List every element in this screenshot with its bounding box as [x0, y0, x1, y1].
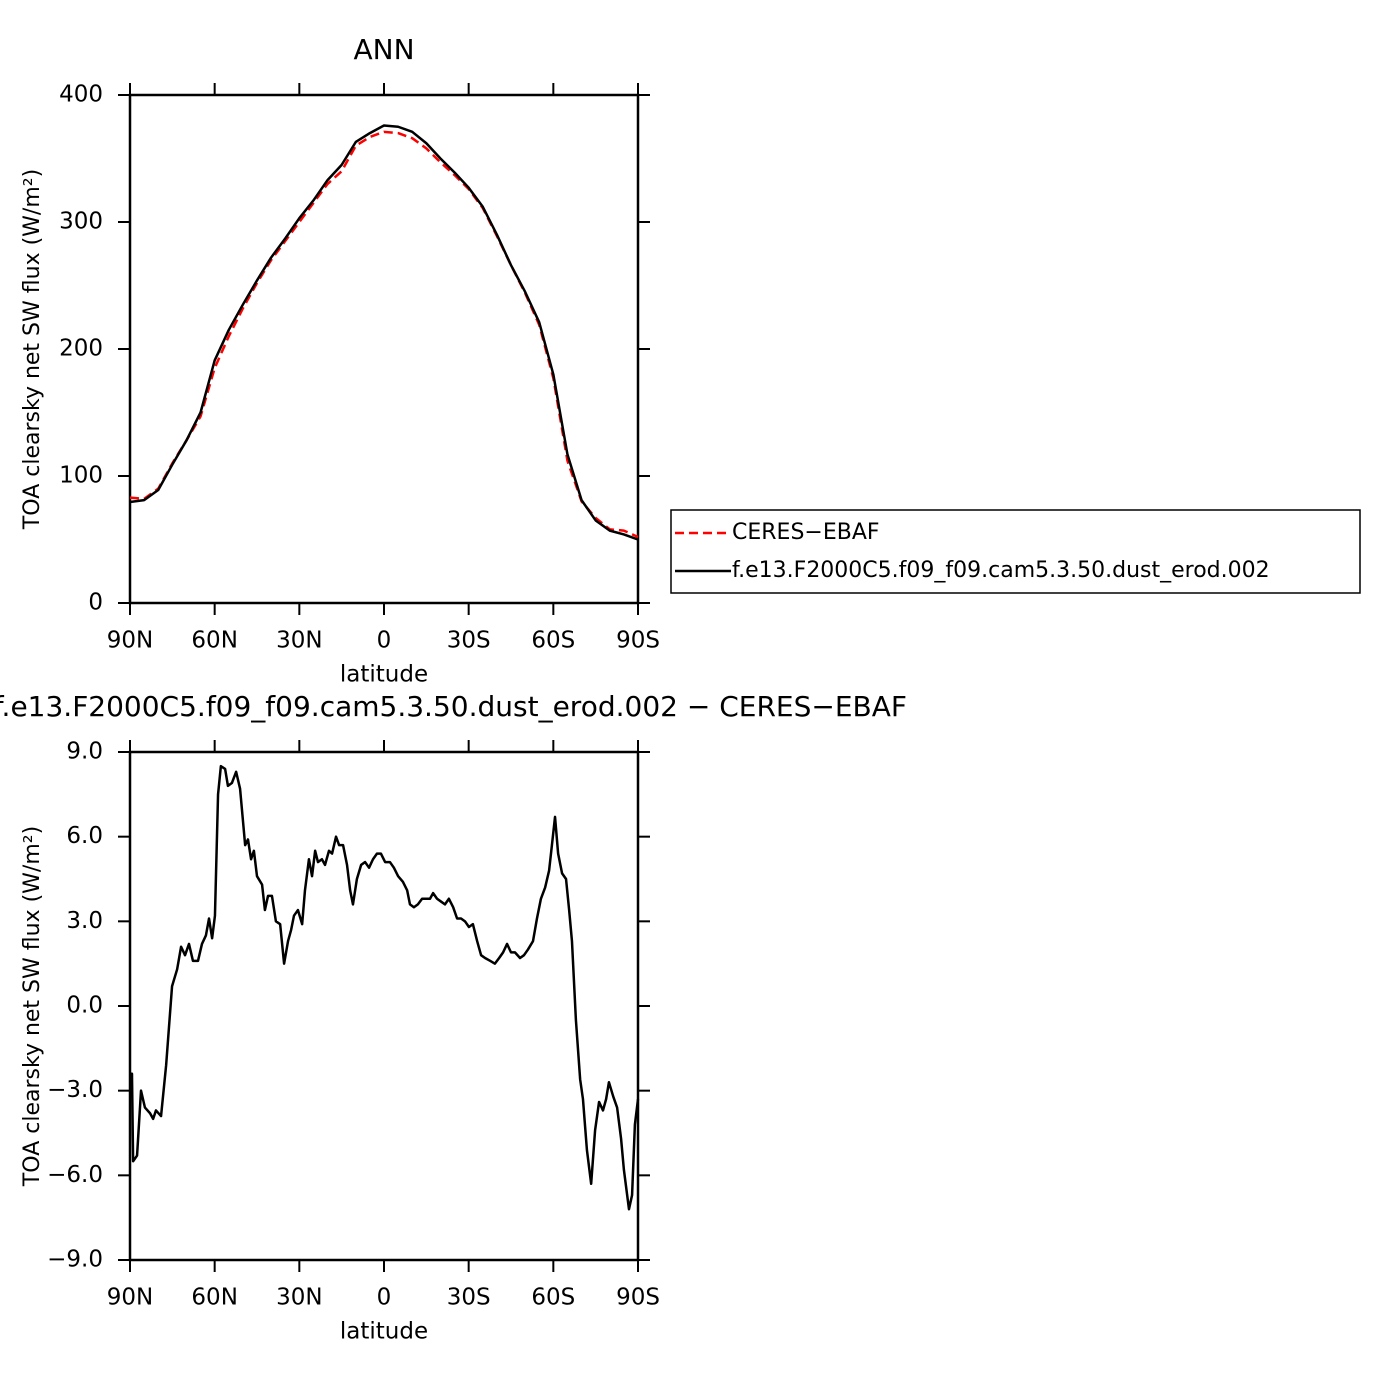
x-axis-label: latitude — [340, 662, 428, 688]
x-tick-label: 90N — [107, 1285, 153, 1311]
x-tick-label: 60S — [531, 1285, 575, 1311]
y-tick-label: 0.0 — [66, 993, 103, 1019]
data-line — [129, 124, 639, 541]
y-tick-label: 200 — [59, 336, 103, 362]
y-tick-label: 300 — [59, 209, 103, 235]
y-axis-label: TOA clearsky net SW flux (W/m²) — [20, 826, 45, 1187]
x-tick-label: 60N — [191, 628, 237, 654]
x-tick-label: 90N — [107, 628, 153, 654]
x-tick-label: 30S — [447, 628, 491, 654]
x-tick-label: 90S — [616, 628, 660, 654]
y-tick-label: 3.0 — [66, 908, 103, 934]
x-tick-label: 0 — [377, 1285, 392, 1311]
x-tick-label: 30N — [276, 1285, 322, 1311]
plot-frame — [128, 750, 640, 1262]
legend-label: CERES−EBAF — [732, 520, 880, 545]
data-line — [129, 130, 639, 539]
y-tick-label: −9.0 — [47, 1247, 103, 1273]
y-tick-label: 6.0 — [66, 823, 103, 849]
legend-box — [670, 509, 1361, 594]
legend: CERES−EBAF f.e13.F2000C5.f09_f09.cam5.3.5… — [670, 509, 1361, 594]
data-line — [130, 764, 640, 1211]
chart-title: ANN — [353, 33, 414, 66]
x-tick-label: 60N — [191, 1285, 237, 1311]
y-tick-label: 400 — [59, 82, 103, 108]
x-axis-label: latitude — [340, 1319, 428, 1345]
plot-frame — [128, 93, 640, 605]
x-tick-label: 60S — [531, 628, 575, 654]
legend-label: f.e13.F2000C5.f09_f09.cam5.3.50.dust_ero… — [732, 558, 1270, 583]
x-tick-label: 30N — [276, 628, 322, 654]
y-tick-label: 9.0 — [66, 739, 103, 765]
y-tick-label: −6.0 — [47, 1162, 103, 1188]
x-tick-label: 0 — [377, 628, 392, 654]
x-tick-label: 90S — [616, 1285, 660, 1311]
y-tick-label: 0 — [88, 590, 103, 616]
y-axis-label: TOA clearsky net SW flux (W/m²) — [20, 169, 45, 530]
x-tick-label: 30S — [447, 1285, 491, 1311]
chart-title: f.e13.F2000C5.f09_f09.cam5.3.50.dust_ero… — [0, 690, 907, 723]
y-tick-label: −3.0 — [47, 1077, 103, 1103]
y-tick-label: 100 — [59, 463, 103, 489]
